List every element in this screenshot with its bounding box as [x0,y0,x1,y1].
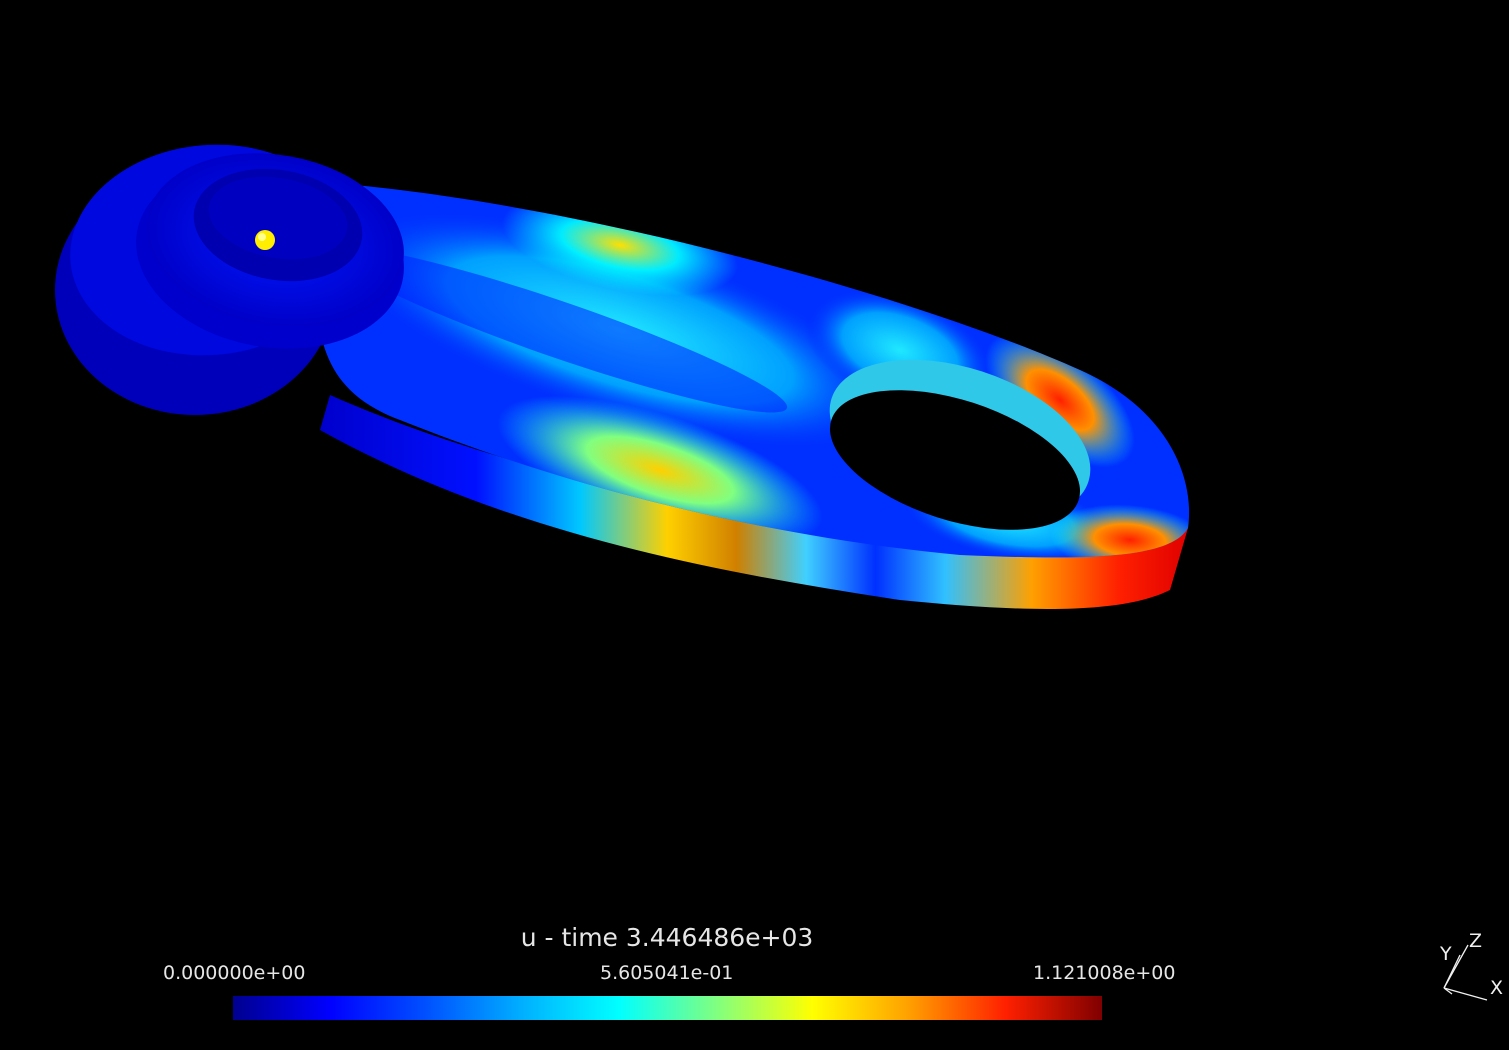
probe-marker [255,230,275,250]
axis-z-label: Z [1469,930,1483,952]
colorbar-max-label: 1.121008e+00 [1033,962,1176,984]
colorbar-min-label: 0.000000e+00 [163,962,306,984]
colorbar [233,996,1102,1020]
colorbar-title: u - time 3.446486e+03 [520,923,814,952]
colorbar-mid-label: 5.605041e-01 [600,962,734,984]
axis-y-label: Y [1440,943,1452,965]
orientation-axes-icon [1443,944,1488,1001]
arm-hole [829,390,1081,530]
axis-x-label: X [1490,977,1504,999]
arm-side-wall [320,395,1188,610]
